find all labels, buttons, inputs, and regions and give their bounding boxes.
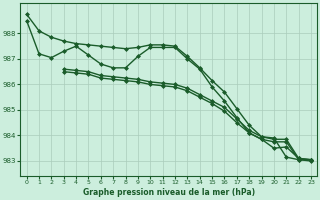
X-axis label: Graphe pression niveau de la mer (hPa): Graphe pression niveau de la mer (hPa) <box>83 188 255 197</box>
